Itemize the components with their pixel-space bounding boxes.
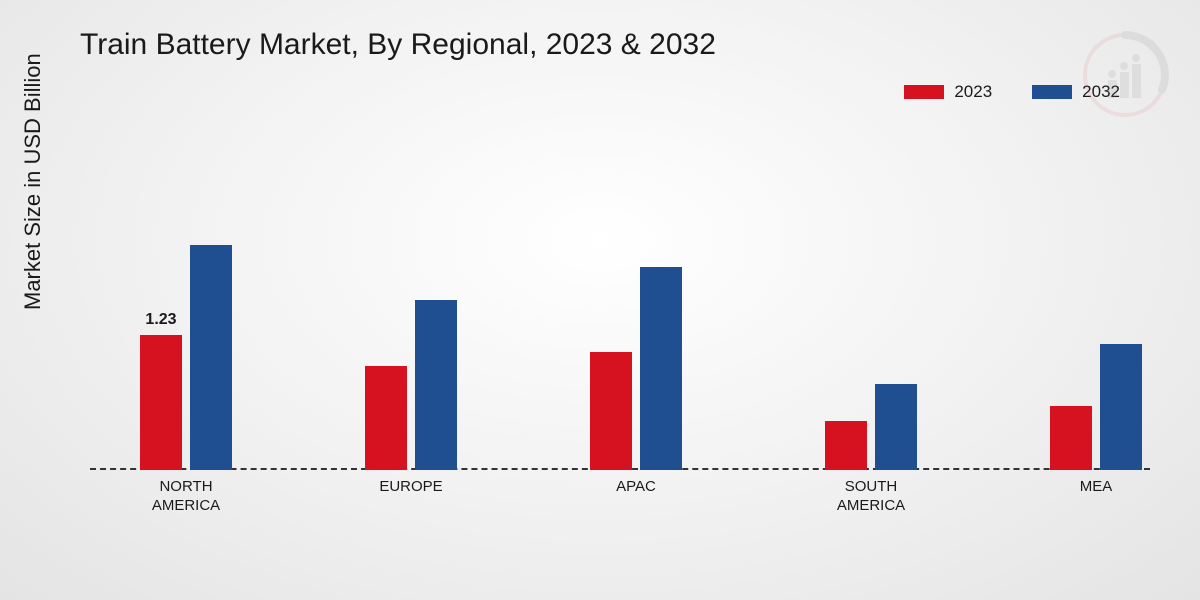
bar-2023 [590,352,632,470]
bar-group [365,300,457,471]
bar-2023 [140,335,182,470]
bar-value-label: 1.23 [121,311,201,329]
bar-2023 [1050,406,1092,470]
chart-title: Train Battery Market, By Regional, 2023 … [80,28,716,62]
bar-group [1050,344,1142,471]
x-axis-label: MEA [1080,478,1113,497]
bar-group [590,267,682,471]
bar-group [825,384,917,470]
x-axis-label: APAC [616,478,656,497]
legend-label-2023: 2023 [954,82,992,102]
y-axis-label: Market Size in USD Billion [20,53,46,310]
legend-item-2023: 2023 [904,82,992,102]
bar-2032 [875,384,917,470]
watermark-icon [1080,30,1170,125]
x-axis-label: NORTH AMERICA [152,478,220,516]
legend-swatch-2023 [904,85,944,99]
bar-group: 1.23 [140,245,232,471]
x-axis-label: EUROPE [379,478,442,497]
bar-2023 [825,421,867,471]
bar-2032 [190,245,232,471]
legend-swatch-2032 [1032,85,1072,99]
bar-2032 [1100,344,1142,471]
plot-area: 1.23 [90,140,1150,470]
x-axis-labels: NORTH AMERICA EUROPE APAC SOUTH AMERICA MEA [90,470,1150,520]
x-axis-label: SOUTH AMERICA [837,478,905,516]
bar-2032 [415,300,457,471]
bar-2032 [640,267,682,471]
bar-2023 [365,366,407,471]
